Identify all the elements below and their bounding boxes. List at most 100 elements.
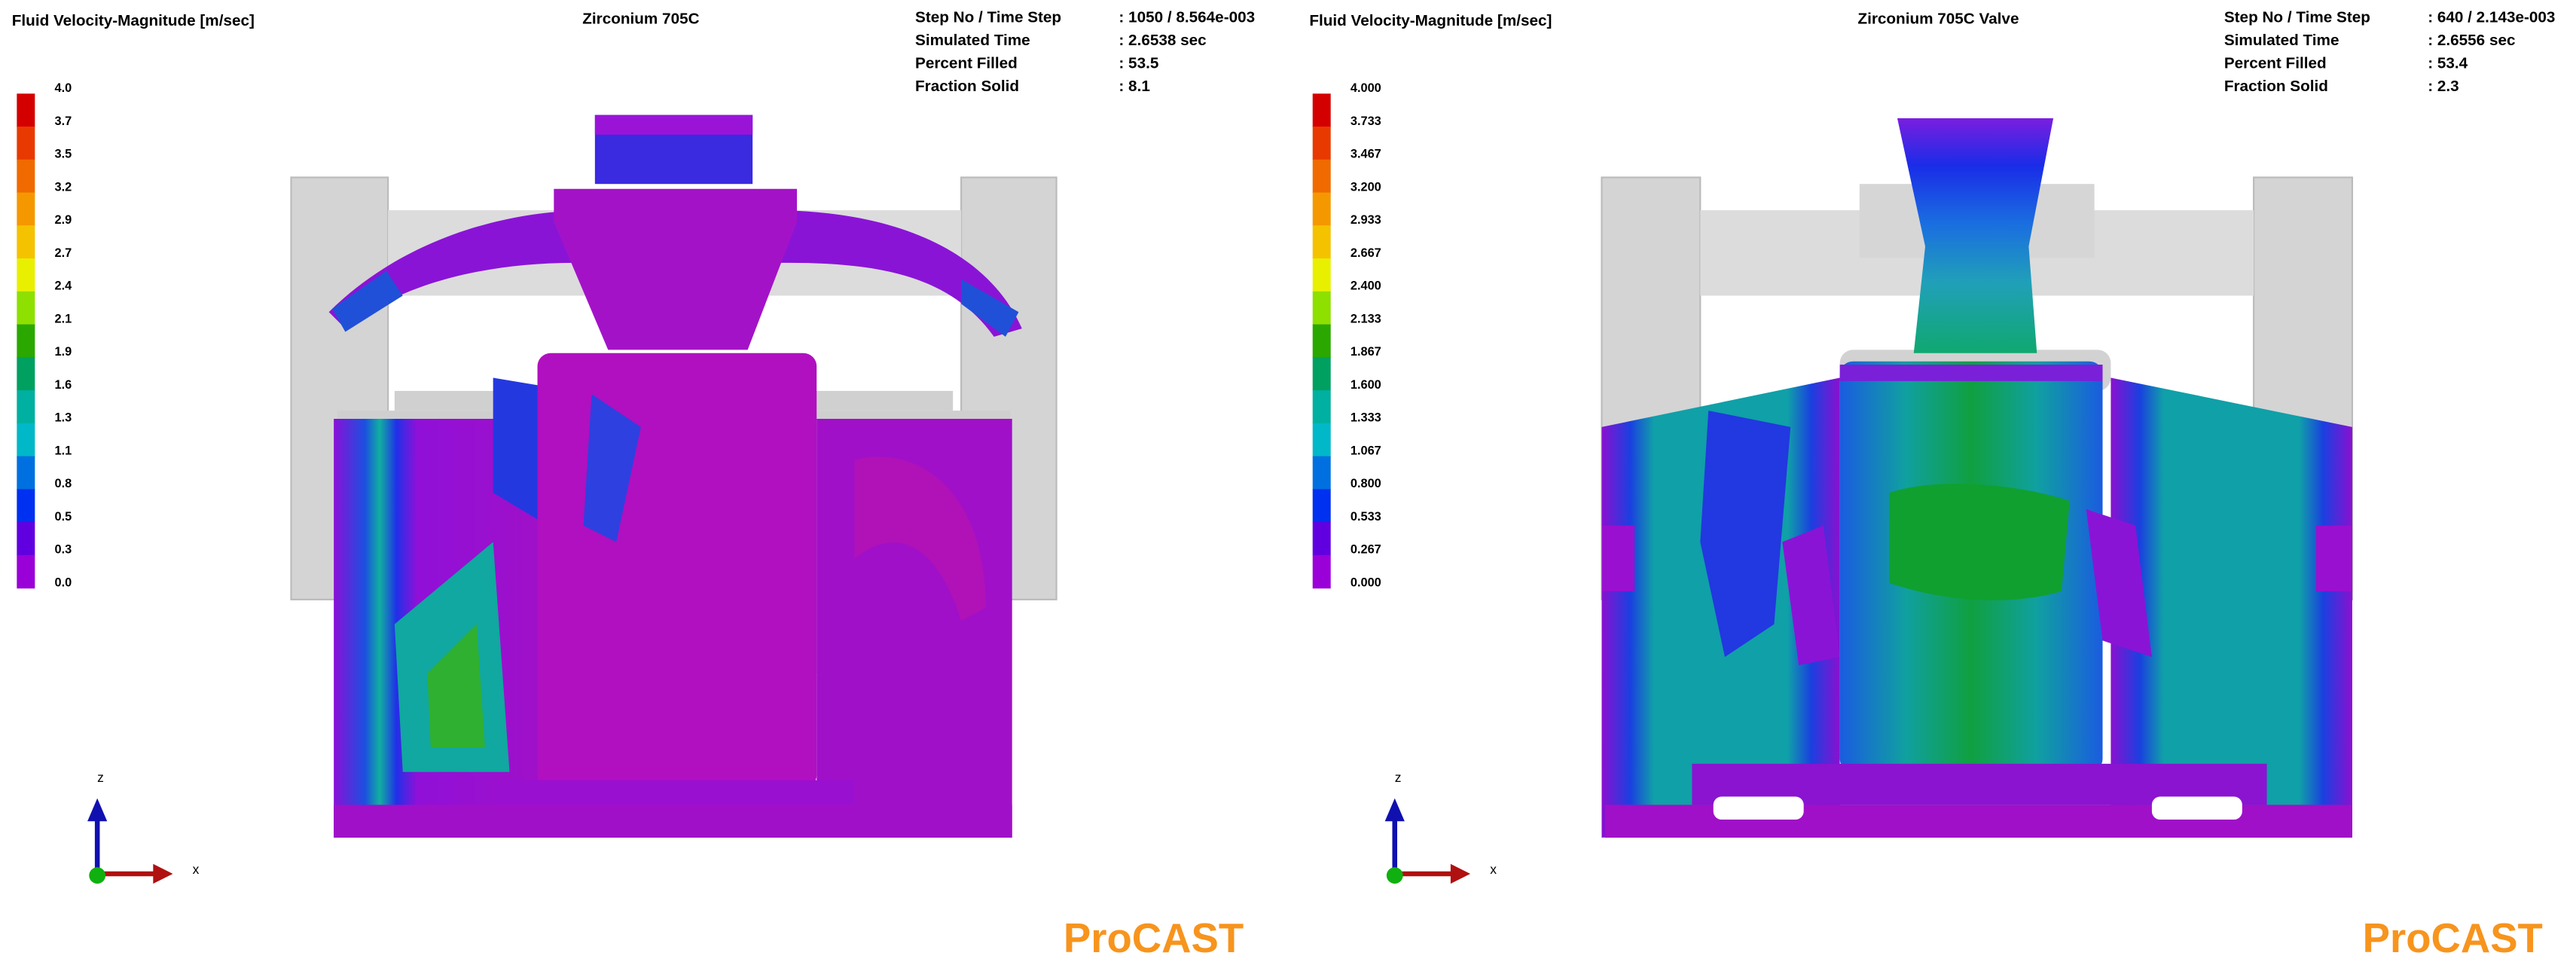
legend-label: 0.0 (54, 576, 72, 589)
legend-label: 1.3 (54, 411, 72, 425)
axis-z-head (87, 798, 108, 822)
legend-label: 2.400 (1351, 279, 1381, 293)
legend-label: 1.9 (54, 345, 72, 359)
axis-z-head (1384, 798, 1405, 822)
legend-label: 2.9 (54, 213, 72, 227)
legend-label: 3.5 (54, 148, 72, 161)
colorbar-block (1312, 291, 1331, 325)
info-label: Fraction Solid (2224, 78, 2328, 95)
colorbar-block (1312, 522, 1331, 556)
info-label: Step No / Time Step (915, 8, 1061, 26)
colorbar-block (1312, 127, 1331, 160)
colorbar-block (17, 192, 35, 226)
axis-origin (89, 867, 106, 884)
colorbar-block (1312, 423, 1331, 457)
legend-label: 0.8 (54, 477, 72, 490)
colorbar-block (1312, 357, 1331, 391)
info-label: Percent Filled (915, 55, 1018, 72)
legend-label: 1.867 (1351, 345, 1381, 359)
legend-label: 2.933 (1351, 213, 1381, 227)
colorbar-block (17, 127, 35, 160)
colorbar-block (1312, 93, 1331, 127)
legend-label: 0.533 (1351, 510, 1381, 524)
legend-label: 1.1 (54, 444, 72, 457)
colorbar-block (1312, 159, 1331, 194)
colorbar-block (17, 291, 35, 325)
left-casting (290, 114, 1058, 838)
colorbar-block (1312, 554, 1331, 589)
legend-label: 3.7 (54, 114, 72, 128)
info-label: Percent Filled (2224, 55, 2327, 72)
legend-title: Fluid Velocity-Magnitude [m/sec] (12, 12, 255, 29)
legend-label: 1.600 (1351, 378, 1381, 392)
info-label: Step No / Time Step (2224, 8, 2370, 26)
right-casting (1601, 118, 2354, 838)
axis-origin (1386, 867, 1403, 884)
info-value: : 2.3 (2428, 78, 2458, 95)
right-panel: Fluid Velocity-Magnitude [m/sec] Zirconiu… (1309, 8, 2555, 960)
colorbar-block (17, 225, 35, 259)
axis-z-label: z (97, 770, 104, 785)
colorbar-block (1312, 489, 1331, 523)
info-value: : 1050 / 8.564e-003 (1119, 8, 1255, 26)
legend-label: 3.467 (1351, 148, 1381, 161)
legend-label: 0.267 (1351, 543, 1381, 557)
logo: ProCAST (2363, 915, 2543, 961)
colorbar-block (17, 489, 35, 523)
colorbar-block (1312, 324, 1331, 358)
legend-label: 0.5 (54, 510, 72, 524)
legend-label: 1.333 (1351, 411, 1381, 425)
info-value: : 53.4 (2428, 55, 2468, 72)
colorbar-block (17, 93, 35, 127)
axis-x-label: x (193, 862, 200, 877)
legend-title: Fluid Velocity-Magnitude [m/sec] (1309, 12, 1552, 29)
colorbar-block (1312, 192, 1331, 226)
legend-label: 2.7 (54, 246, 72, 260)
legend-label: 4.0 (54, 81, 72, 95)
info-label: Simulated Time (2224, 32, 2339, 49)
info-value: : 640 / 2.143e-003 (2428, 8, 2555, 26)
colorbar-block (1312, 225, 1331, 259)
panel-title: Zirconium 705C Valve (1857, 11, 2019, 28)
colorbar-block (17, 258, 35, 292)
legend-label: 3.2 (54, 180, 72, 194)
colorbar-block (17, 456, 35, 490)
legend-label: 4.000 (1351, 81, 1381, 95)
axis-x-head (1450, 863, 1471, 884)
colorbar-block (1312, 258, 1331, 292)
info-label: Simulated Time (915, 32, 1030, 49)
legend-label: 3.200 (1351, 180, 1381, 194)
colorbar-block (17, 357, 35, 391)
colorbar-block (17, 390, 35, 424)
colorbar-block (17, 324, 35, 358)
legend-label: 0.000 (1351, 576, 1381, 589)
legend-label: 1.6 (54, 378, 72, 392)
legend-label: 3.733 (1351, 114, 1381, 128)
info-value: : 2.6556 sec (2428, 32, 2515, 49)
legend-label: 2.1 (54, 312, 72, 325)
colorbar-block (17, 522, 35, 556)
legend-label: 2.133 (1351, 312, 1381, 325)
logo: ProCAST (1064, 915, 1244, 961)
info-value: : 53.5 (1119, 55, 1158, 72)
info-value: : 8.1 (1119, 78, 1149, 95)
colorbar-block (1312, 456, 1331, 490)
legend-label: 2.667 (1351, 246, 1381, 260)
info-value: : 2.6538 sec (1119, 32, 1206, 49)
colorbar-block (17, 423, 35, 457)
colorbar-block (17, 554, 35, 589)
left-panel: Fluid Velocity-Magnitude [m/sec] Zirconiu… (12, 8, 1255, 960)
legend-label: 2.4 (54, 279, 72, 293)
axis-x-head (153, 863, 173, 884)
legend-label: 0.800 (1351, 477, 1381, 490)
legend-label: 0.3 (54, 543, 72, 557)
axis-x-label: x (1490, 862, 1497, 877)
colorbar-block (17, 159, 35, 194)
panel-title: Zirconium 705C (582, 11, 699, 28)
axis-z-label: z (1395, 770, 1402, 785)
colorbar-block (1312, 390, 1331, 424)
legend-label: 1.067 (1351, 444, 1381, 457)
info-label: Fraction Solid (915, 78, 1019, 95)
